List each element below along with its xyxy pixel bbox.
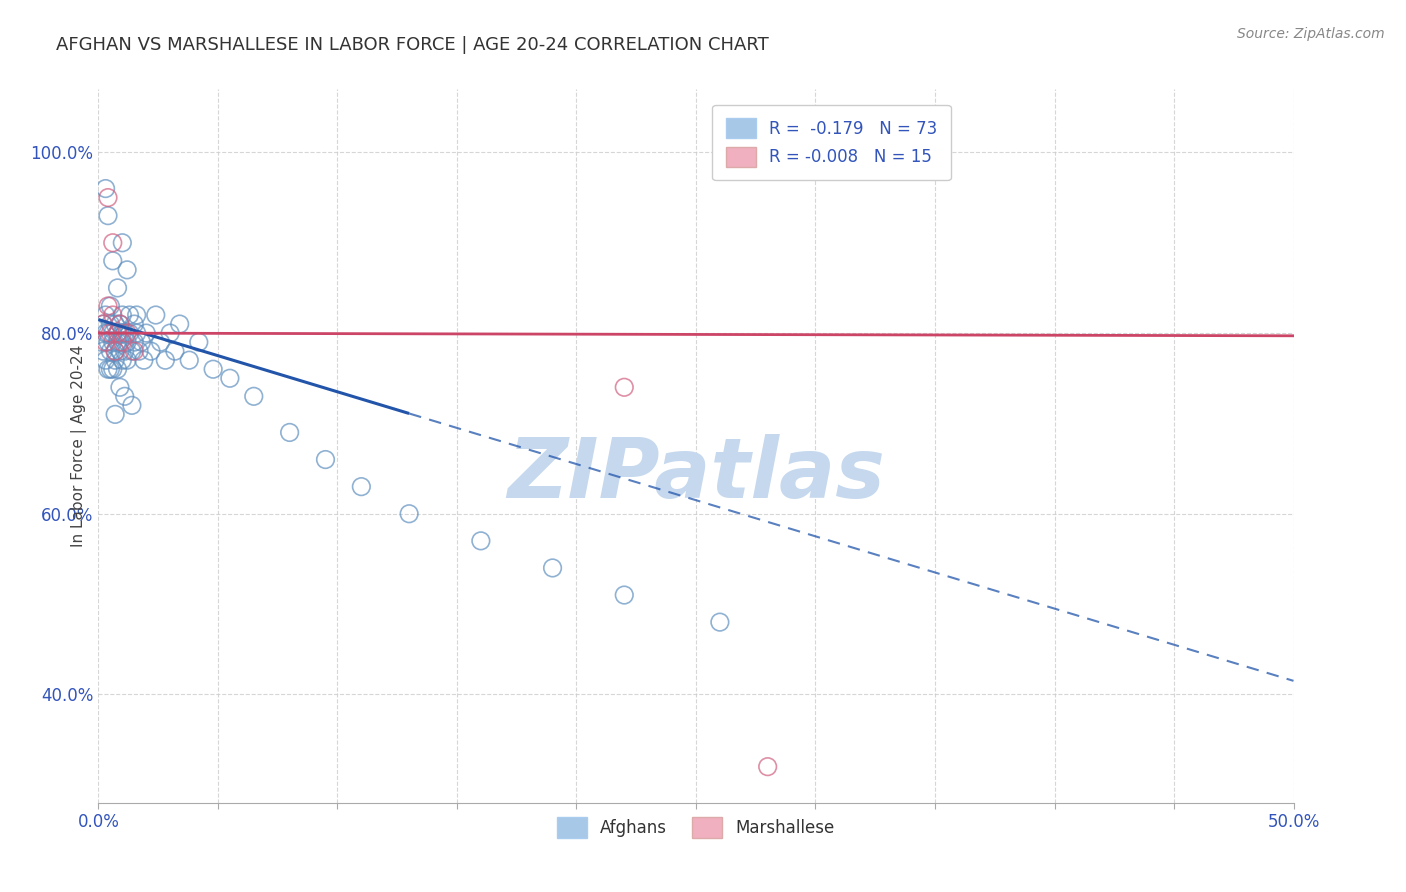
Point (107, 326, 129, 340)
Point (101, 362, 124, 376)
Point (94, 335, 117, 350)
Point (132, 353, 155, 368)
Point (101, 253, 124, 268)
Point (114, 326, 136, 340)
Point (101, 326, 124, 340)
Point (202, 362, 225, 376)
Point (98, 326, 122, 340)
Point (398, 507, 420, 521)
Point (98, 344, 122, 359)
Point (108, 380, 131, 394)
Point (101, 235, 124, 250)
Point (115, 263, 138, 277)
Point (124, 344, 146, 359)
Point (315, 452, 337, 467)
Point (149, 335, 172, 350)
Point (125, 308, 148, 322)
Point (169, 317, 191, 331)
Point (131, 335, 153, 350)
Point (613, 380, 636, 394)
Point (118, 308, 141, 322)
Point (91, 344, 114, 359)
Text: AFGHAN VS MARSHALLESE IN LABOR FORCE | AGE 20-24 CORRELATION CHART: AFGHAN VS MARSHALLESE IN LABOR FORCE | A… (56, 36, 769, 54)
Point (104, 317, 127, 331)
Point (107, 362, 129, 376)
Point (104, 344, 127, 359)
Point (613, 588, 636, 602)
Point (111, 235, 134, 250)
Point (94, 326, 117, 340)
Point (243, 389, 266, 403)
Point (97, 209, 120, 223)
Point (350, 480, 373, 494)
Text: Source: ZipAtlas.com: Source: ZipAtlas.com (1237, 27, 1385, 41)
Point (94, 308, 117, 322)
Point (756, 759, 779, 773)
Point (97, 326, 120, 340)
Point (107, 335, 129, 350)
Point (114, 344, 136, 359)
Point (155, 353, 177, 368)
Point (121, 344, 143, 359)
Legend: Afghans, Marshallese: Afghans, Marshallese (550, 811, 842, 845)
Point (111, 308, 134, 322)
Point (94, 353, 117, 368)
Point (104, 344, 127, 359)
Point (91, 317, 114, 331)
Point (115, 335, 138, 350)
Point (108, 335, 131, 350)
Point (219, 371, 242, 385)
Point (125, 326, 148, 340)
Point (470, 533, 492, 548)
Point (111, 335, 134, 350)
Point (541, 561, 564, 575)
Point (107, 326, 129, 340)
Point (124, 335, 146, 350)
Point (90, 335, 112, 350)
Point (114, 389, 136, 403)
Point (104, 353, 127, 368)
Y-axis label: In Labor Force | Age 20-24: In Labor Force | Age 20-24 (72, 345, 87, 547)
Point (101, 308, 124, 322)
Point (101, 335, 124, 350)
Point (98, 362, 122, 376)
Point (108, 317, 131, 331)
Point (187, 335, 209, 350)
Point (107, 281, 129, 295)
Point (97, 191, 120, 205)
Point (97, 335, 120, 350)
Point (118, 326, 141, 340)
Point (104, 408, 127, 422)
Point (128, 344, 150, 359)
Point (121, 398, 143, 412)
Point (115, 326, 138, 340)
Point (108, 344, 131, 359)
Point (135, 326, 157, 340)
Point (97, 299, 120, 313)
Point (97, 362, 120, 376)
Point (124, 317, 146, 331)
Point (179, 353, 201, 368)
Point (111, 326, 134, 340)
Point (108, 317, 131, 331)
Point (98, 299, 122, 313)
Point (91, 317, 114, 331)
Point (159, 326, 181, 340)
Point (98, 317, 122, 331)
Point (709, 615, 731, 629)
Point (278, 425, 301, 440)
Point (145, 308, 167, 322)
Point (94, 181, 117, 195)
Point (139, 344, 162, 359)
Point (115, 353, 138, 368)
Point (111, 353, 134, 368)
Point (163, 344, 186, 359)
Text: ZIPatlas: ZIPatlas (508, 434, 884, 515)
